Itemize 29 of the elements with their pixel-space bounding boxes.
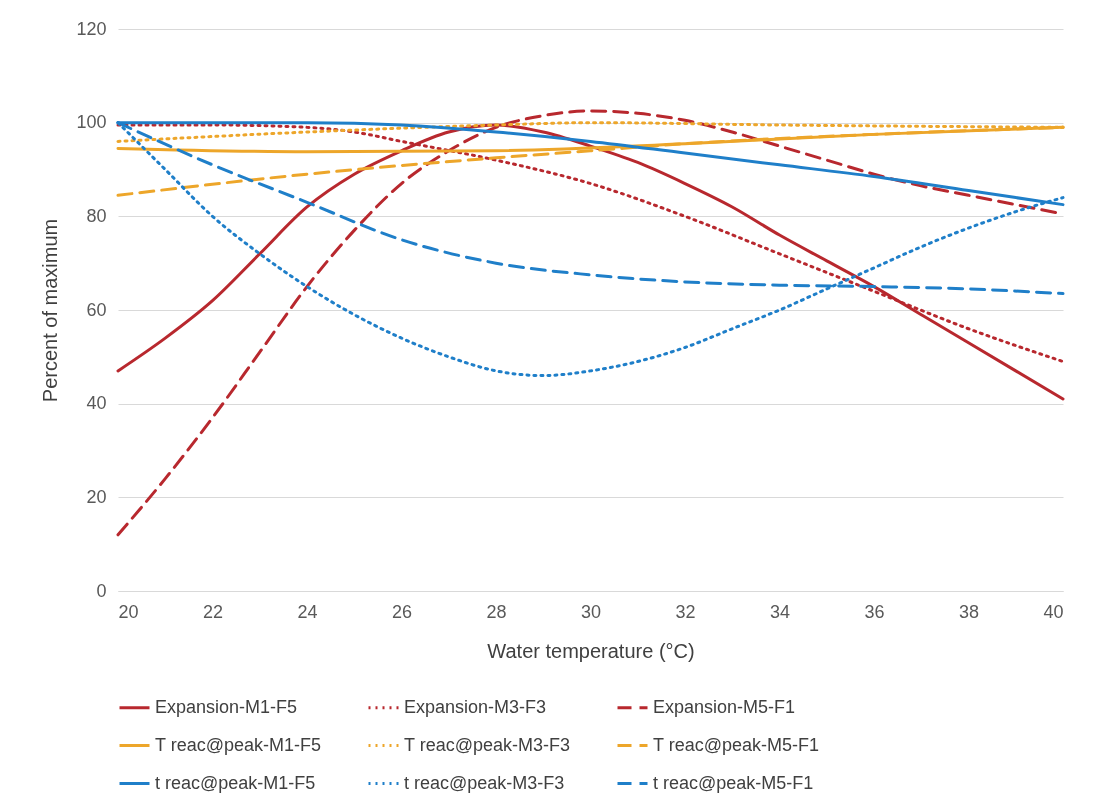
- x-tick-label: 40: [1043, 601, 1064, 622]
- x-tick-label: 20: [118, 601, 139, 622]
- legend-label: t reac@peak-M3-F3: [404, 772, 565, 793]
- legend-label: T reac@peak-M3-F3: [404, 734, 570, 755]
- x-tick-label: 36: [864, 601, 885, 622]
- x-tick-label: 38: [958, 601, 980, 622]
- y-tick-label: 0: [96, 580, 107, 601]
- y-tick-label: 100: [76, 112, 107, 133]
- y-tick-label: 40: [86, 393, 107, 414]
- legend-label: t reac@peak-M1-F5: [155, 772, 316, 793]
- y-axis-title: Percent of maximum: [39, 218, 62, 403]
- x-axis-title: Water temperature (°C): [487, 639, 695, 662]
- y-tick-label: 60: [86, 299, 107, 320]
- x-tick-label: 32: [675, 601, 696, 622]
- legend-label: Expansion-M3-F3: [404, 696, 547, 717]
- y-tick-label: 120: [76, 18, 107, 39]
- x-tick-label: 26: [391, 601, 413, 622]
- legend-label: Expansion-M5-F1: [653, 696, 796, 717]
- legend-label: Expansion-M1-F5: [155, 696, 298, 717]
- x-tick-label: 30: [580, 601, 602, 622]
- x-tick-label: 24: [297, 601, 318, 622]
- x-tick-label: 22: [202, 601, 224, 622]
- x-tick-label: 28: [486, 601, 507, 622]
- y-tick-label: 20: [86, 486, 107, 507]
- x-tick-label: 34: [769, 601, 791, 622]
- legend-label: T reac@peak-M1-F5: [155, 734, 321, 755]
- legend-label: T reac@peak-M5-F1: [653, 734, 819, 755]
- legend-label: t reac@peak-M5-F1: [653, 772, 814, 793]
- y-tick-label: 80: [86, 205, 107, 226]
